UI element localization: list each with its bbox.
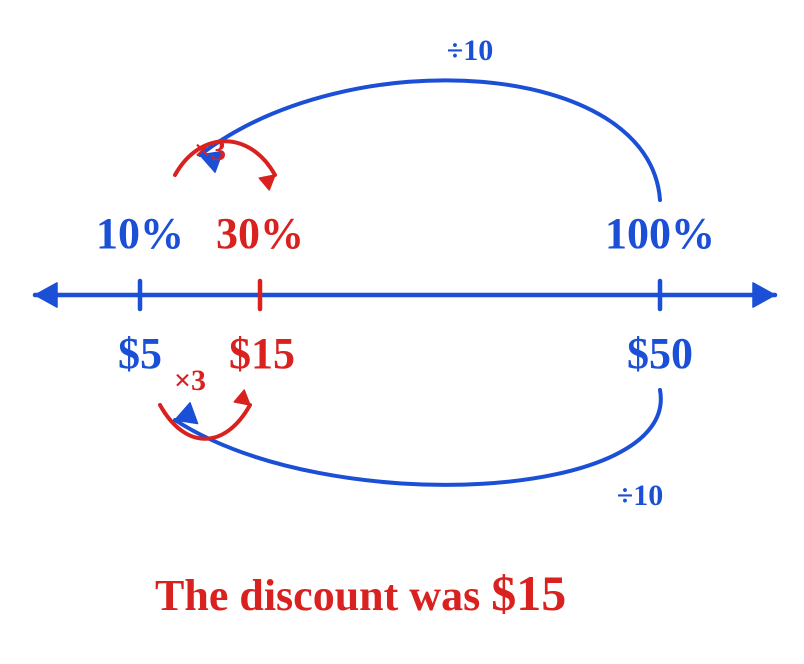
op-div10_top: ÷10: [447, 34, 493, 67]
label-p30: 30%: [216, 209, 304, 258]
label-d15: $15: [229, 329, 295, 378]
label-d50: $50: [627, 329, 693, 378]
op-div10_bottom: ÷10: [617, 479, 663, 512]
label-d5: $5: [118, 329, 162, 378]
caption: The discount was $15: [155, 565, 566, 621]
op-x3_top: ×3: [194, 134, 226, 167]
label-p100: 100%: [605, 209, 715, 258]
op-x3_bottom: ×3: [174, 364, 206, 397]
label-p10: 10%: [96, 209, 184, 258]
arc-bottom_red: [160, 405, 250, 439]
